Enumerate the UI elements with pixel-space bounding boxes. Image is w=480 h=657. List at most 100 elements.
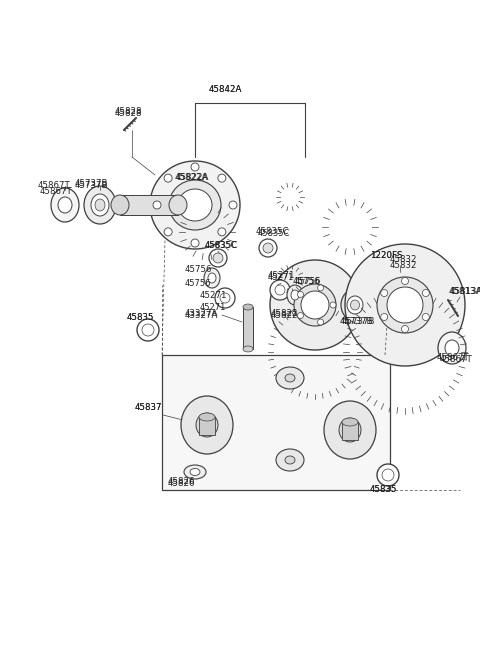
Text: 45828: 45828 — [115, 108, 143, 118]
Circle shape — [318, 319, 324, 325]
Text: 45737B: 45737B — [340, 317, 373, 327]
Ellipse shape — [285, 374, 295, 382]
Ellipse shape — [204, 268, 220, 288]
Ellipse shape — [291, 290, 299, 300]
Circle shape — [401, 325, 408, 332]
Circle shape — [164, 228, 172, 236]
Circle shape — [218, 174, 226, 182]
Text: 45271: 45271 — [268, 271, 296, 281]
Text: 45835: 45835 — [370, 486, 397, 495]
Text: 45822: 45822 — [271, 311, 299, 319]
Text: 45826: 45826 — [168, 478, 195, 487]
Circle shape — [382, 469, 394, 481]
Circle shape — [137, 319, 159, 341]
Circle shape — [422, 290, 429, 296]
Text: 45835: 45835 — [370, 486, 397, 495]
Circle shape — [191, 163, 199, 171]
Circle shape — [142, 324, 154, 336]
Ellipse shape — [58, 197, 72, 213]
Circle shape — [377, 464, 399, 486]
Ellipse shape — [196, 413, 218, 437]
Bar — [199, 417, 215, 435]
Ellipse shape — [341, 289, 369, 321]
Text: 45828: 45828 — [115, 108, 143, 116]
Circle shape — [318, 285, 324, 291]
Circle shape — [275, 285, 285, 295]
Text: 45837: 45837 — [135, 403, 163, 411]
Circle shape — [381, 313, 388, 321]
Text: 43327A: 43327A — [185, 309, 218, 317]
Ellipse shape — [181, 396, 233, 454]
Circle shape — [213, 253, 223, 263]
Ellipse shape — [84, 186, 116, 224]
Ellipse shape — [324, 401, 376, 459]
Text: 45867T: 45867T — [38, 181, 71, 189]
Ellipse shape — [199, 413, 215, 421]
Ellipse shape — [339, 418, 361, 442]
Circle shape — [220, 293, 230, 303]
Ellipse shape — [342, 418, 358, 426]
Text: 45737B: 45737B — [342, 317, 375, 327]
Ellipse shape — [294, 284, 336, 326]
Ellipse shape — [169, 195, 187, 215]
Ellipse shape — [285, 456, 295, 464]
Circle shape — [215, 288, 235, 308]
Text: 45271: 45271 — [200, 292, 228, 300]
Text: 45756: 45756 — [185, 265, 213, 275]
Text: 45756: 45756 — [185, 279, 212, 288]
Ellipse shape — [178, 189, 212, 221]
Text: 45822A: 45822A — [176, 173, 209, 183]
Text: 45826: 45826 — [168, 478, 195, 486]
Ellipse shape — [276, 449, 304, 471]
Circle shape — [209, 249, 227, 267]
Ellipse shape — [169, 180, 221, 230]
Text: 45813A: 45813A — [450, 288, 480, 296]
Bar — [342, 422, 358, 440]
Text: 43327A: 43327A — [185, 311, 218, 319]
Text: 45822A: 45822A — [175, 173, 208, 183]
Text: 45867T: 45867T — [437, 353, 470, 363]
Text: 45835C: 45835C — [258, 229, 290, 237]
Circle shape — [298, 292, 303, 298]
Text: 45271: 45271 — [200, 302, 227, 311]
Text: 45737B: 45737B — [75, 179, 108, 187]
Circle shape — [330, 302, 336, 308]
Circle shape — [218, 228, 226, 236]
Bar — [162, 355, 390, 490]
Text: 45737B: 45737B — [75, 181, 108, 189]
Ellipse shape — [438, 332, 466, 364]
Circle shape — [422, 313, 429, 321]
Ellipse shape — [276, 367, 304, 389]
Text: 45867T: 45867T — [40, 187, 73, 196]
Circle shape — [229, 201, 237, 209]
Circle shape — [263, 243, 273, 253]
Text: 45832: 45832 — [390, 260, 418, 269]
Text: 45832: 45832 — [390, 256, 418, 265]
Text: 45835C: 45835C — [205, 240, 238, 250]
Circle shape — [259, 239, 277, 257]
Circle shape — [381, 290, 388, 296]
Ellipse shape — [377, 277, 433, 333]
Ellipse shape — [51, 188, 79, 222]
Circle shape — [191, 239, 199, 247]
Ellipse shape — [111, 195, 129, 215]
Text: 1220FS: 1220FS — [370, 250, 402, 260]
Circle shape — [153, 201, 161, 209]
Ellipse shape — [347, 296, 363, 314]
Circle shape — [164, 174, 172, 182]
Ellipse shape — [301, 291, 329, 319]
Ellipse shape — [350, 300, 360, 310]
Text: 45271: 45271 — [268, 273, 294, 283]
Text: 45835: 45835 — [127, 313, 155, 321]
Text: 45867T: 45867T — [440, 355, 473, 365]
Text: 45842A: 45842A — [208, 85, 242, 95]
Text: 45842A: 45842A — [208, 85, 242, 95]
Bar — [243, 307, 253, 349]
Ellipse shape — [184, 465, 206, 479]
Text: 45756: 45756 — [295, 277, 322, 286]
Ellipse shape — [445, 340, 459, 356]
Ellipse shape — [150, 161, 240, 249]
Text: 45813A: 45813A — [449, 286, 480, 296]
Text: 1220FS: 1220FS — [370, 252, 402, 260]
Ellipse shape — [91, 194, 109, 216]
